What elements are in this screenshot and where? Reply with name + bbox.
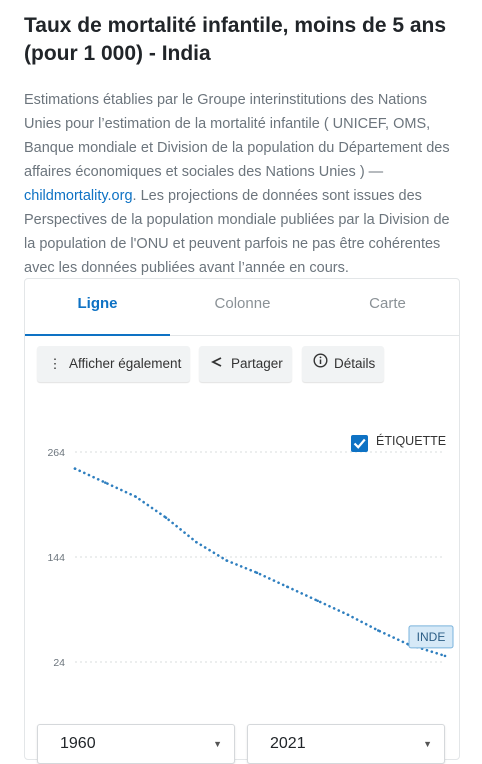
show-also-button[interactable]: ⋮ Afficher également: [37, 346, 190, 382]
chevron-down-icon: ▼: [423, 739, 432, 749]
data-point: [316, 599, 319, 603]
check-icon: [353, 438, 366, 449]
start-year-select[interactable]: 1960 ▼: [37, 724, 235, 764]
share-button[interactable]: Partager: [199, 346, 292, 382]
chevron-down-icon: ▼: [213, 739, 222, 749]
data-point: [195, 540, 198, 544]
y-tick-label: 264: [47, 447, 65, 459]
description-text-continued: . Les projections de données sont issues…: [24, 188, 450, 276]
tab-ligne[interactable]: Ligne: [25, 279, 170, 336]
page-description: Estimations établies par le Groupe inter…: [24, 88, 464, 280]
label-checkbox[interactable]: [351, 435, 368, 452]
data-point: [443, 654, 447, 658]
line-chart: 264 144 24 ÉTIQUETTE INDE: [47, 433, 454, 669]
details-label: Détails: [334, 356, 376, 371]
label-toggle-text: ÉTIQUETTE: [376, 433, 446, 448]
show-also-label: Afficher également: [69, 356, 182, 371]
data-point: [376, 629, 380, 632]
series-label-inde: INDE: [417, 630, 446, 644]
start-year-value: 1960: [60, 735, 96, 752]
data-point: [285, 585, 289, 589]
series-label-box: [408, 625, 454, 649]
page-title: Taux de mortalité infantile, moins de 5 …: [24, 14, 447, 65]
data-point: [73, 467, 77, 470]
share-icon: [209, 346, 225, 382]
data-point: [225, 559, 228, 562]
source-link[interactable]: childmortality.org: [24, 188, 133, 204]
info-icon: [312, 346, 328, 382]
description-text: Estimations établies par le Groupe inter…: [24, 92, 450, 180]
data-point: [255, 571, 259, 575]
chart-tabs: Ligne Colonne Carte: [25, 279, 459, 336]
data-point: [164, 516, 168, 519]
label-toggle[interactable]: ÉTIQUETTE: [351, 433, 446, 452]
kebab-icon: ⋮: [48, 356, 62, 371]
end-year-value: 2021: [270, 735, 306, 752]
data-point: [134, 495, 137, 498]
share-label: Partager: [231, 356, 283, 371]
tab-colonne[interactable]: Colonne: [214, 295, 271, 312]
y-tick-label: 144: [47, 552, 65, 564]
details-button[interactable]: Détails: [302, 346, 384, 382]
end-year-select[interactable]: 2021 ▼: [247, 724, 445, 764]
data-point: [104, 481, 107, 484]
y-tick-label: 24: [53, 657, 65, 669]
data-point: [346, 613, 350, 617]
tab-carte[interactable]: Carte: [369, 295, 406, 312]
series-line-inde: [73, 467, 447, 658]
chart-card: Ligne Colonne Carte ⋮ Afficher également …: [24, 278, 460, 764]
